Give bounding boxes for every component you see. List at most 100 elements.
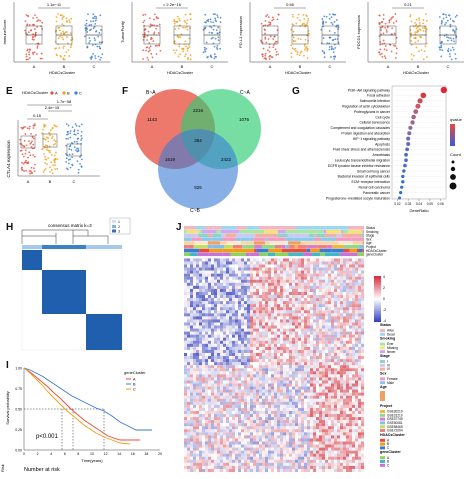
j-heat-cell (268, 319, 271, 322)
top-point (272, 17, 274, 19)
j-heat-cell (334, 319, 337, 322)
j-heat-cell (220, 441, 223, 444)
consensus-matrix: consensus matrix k=3 1 2 3 (18, 216, 138, 354)
j-heat-cell (334, 390, 337, 393)
j-heat-cell (202, 298, 205, 301)
j-heat-cell (205, 265, 208, 268)
j-heat-cell (316, 268, 319, 271)
j-heat-cell (199, 390, 202, 393)
j-heat-cell (271, 268, 274, 271)
j-heat-cell (214, 319, 217, 322)
j-heat-cell (244, 277, 247, 280)
g-term-label: Apoptosis (375, 142, 390, 146)
j-heat-cell (325, 313, 328, 316)
j-heat-cell (271, 258, 274, 261)
j-heat-cell (358, 274, 361, 277)
i-ylabel: Survival probability (5, 391, 10, 425)
top-point (70, 18, 72, 20)
j-heat-cell (334, 359, 337, 362)
j-heat-cell (205, 411, 208, 414)
j-heat-cell (316, 341, 319, 344)
j-heat-cell (352, 316, 355, 319)
j-heat-cell (355, 268, 358, 271)
j-heat-cell (352, 274, 355, 277)
j-heat-cell (286, 390, 289, 393)
j-heat-cell (340, 307, 343, 310)
j-heat-cell (253, 289, 256, 292)
top-point (293, 49, 295, 51)
j-heat-cell (340, 313, 343, 316)
j-heat-cell (301, 399, 304, 402)
j-heat-cell (292, 402, 295, 405)
j-heat-cell (346, 350, 349, 353)
j-heat-cell (244, 408, 247, 411)
top-point (177, 16, 179, 18)
j-heat-cell (316, 271, 319, 274)
j-heat-cell (214, 286, 217, 289)
j-heat-cell (256, 258, 259, 261)
j-annotation-cell (301, 241, 313, 245)
top-point (395, 13, 397, 15)
j-heat-cell (361, 326, 364, 329)
top-point (295, 23, 297, 25)
top-point (218, 39, 220, 41)
j-heat-cell (277, 277, 280, 280)
j-heat-cell (286, 393, 289, 396)
j-heat-cell (295, 268, 298, 271)
j-heat-cell (316, 426, 319, 429)
j-heat-cell (262, 274, 265, 277)
j-heat-cell (241, 310, 244, 313)
j-heat-cell (355, 429, 358, 432)
e-point (55, 152, 57, 154)
e-point (25, 160, 27, 162)
j-heat-cell (328, 329, 331, 332)
j-heat-cell (250, 301, 253, 304)
j-heat-cell (214, 402, 217, 405)
j-heat-cell (289, 353, 292, 356)
top-point (26, 56, 28, 58)
j-heat-cell (331, 411, 334, 414)
j-heat-cell (202, 353, 205, 356)
j-heat-cell (295, 301, 298, 304)
j-heat-cell (256, 396, 259, 399)
j-heat-cell (244, 301, 247, 304)
j-heat-cell (331, 426, 334, 429)
j-heat-cell (244, 289, 247, 292)
j-heat-cell (217, 280, 220, 283)
j-heat-cell (256, 399, 259, 402)
j-heat-cell (190, 265, 193, 268)
j-heat-cell (193, 399, 196, 402)
j-heat-cell (205, 344, 208, 347)
j-heat-cell (352, 435, 355, 438)
top-point (329, 37, 331, 39)
j-heat-cell (310, 335, 313, 338)
j-heat-cell (361, 338, 364, 341)
j-heat-cell (211, 377, 214, 380)
j-heat-cell (256, 332, 259, 335)
j-heat-cell (271, 393, 274, 396)
j-heat-cell (355, 316, 358, 319)
e-point (80, 139, 82, 141)
j-heat-cell (199, 429, 202, 432)
top-point (41, 53, 43, 55)
j-heat-cell (280, 283, 283, 286)
j-heat-cell (244, 292, 247, 295)
top-point (173, 21, 175, 23)
j-heat-cell (343, 304, 346, 307)
j-heat-cell (349, 393, 352, 396)
j-heat-cell (316, 326, 319, 329)
j-annotation-cell (344, 249, 350, 253)
j-heat-cell (214, 307, 217, 310)
j-heat-cell (292, 271, 295, 274)
j-heat-cell (253, 387, 256, 390)
j-heat-cell (340, 280, 343, 283)
top-point (34, 14, 36, 16)
j-heat-cell (283, 274, 286, 277)
e-point (44, 138, 46, 140)
j-heat-cell (331, 438, 334, 441)
j-heat-cell (325, 393, 328, 396)
j-heat-cell (274, 362, 277, 365)
j-annotation-cell (184, 253, 190, 257)
j-heat-cell (241, 277, 244, 280)
j-heat-cell (286, 350, 289, 353)
